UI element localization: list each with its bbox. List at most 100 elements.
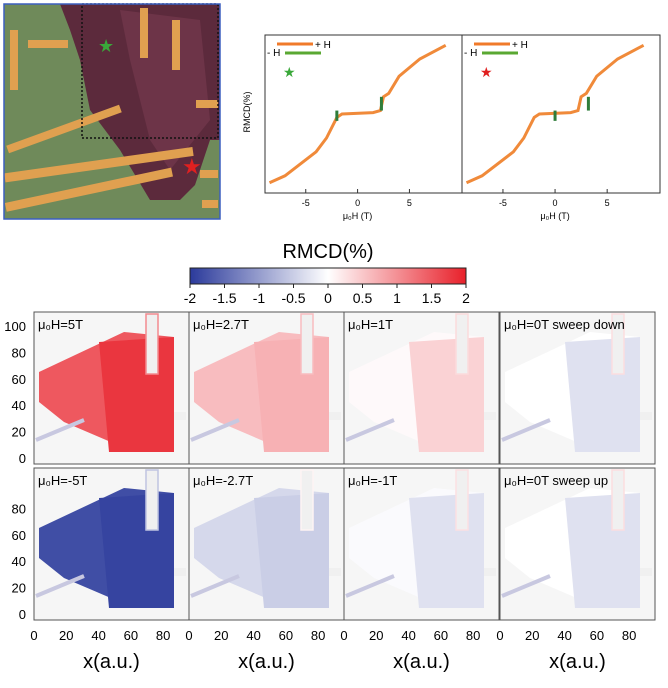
heatmap-frame [343,311,500,465]
heatmap-ytick-label: 60 [12,528,26,543]
hysteresis-curve [268,43,447,185]
heatmap-electrode [300,313,314,375]
colorbar: RMCD(%) -2 -1.5 -1 -0.5 0 0.5 1 1.5 2 [184,241,470,306]
heatmap-xtick-label: 20 [59,628,73,643]
hyst-xtick-label: 0 [553,198,558,208]
heatmap-xtick-label: 60 [279,628,293,643]
hyst-xtick-label: -5 [499,198,507,208]
heatmap-electrode [190,418,240,442]
heatmap-flake-region [99,493,174,608]
heatmap-panel-label: μ₀H=-2.7T [193,473,253,488]
colorbar-tick-label: -0.5 [281,290,305,306]
colorbar-tick-label: -2 [184,290,197,306]
heatmap-flake-region [254,337,329,452]
colorbar-tick-label: 0 [324,290,332,306]
heatmap-xtick-label: 20 [369,628,383,643]
star-icon: ★ [283,64,296,80]
heatmap-electrode [329,412,341,420]
heatmap-frame [499,467,656,621]
heatmap-panel: μ₀H=-5T [33,467,190,621]
sweep-label-minus: - H [464,48,477,59]
heatmap-electrode [611,469,625,531]
heatmap-xtick-label: 80 [311,628,325,643]
heatmap-flake-region [565,493,640,608]
heatmap-panel: μ₀H=1T [343,311,500,465]
heatmap-xtick-label: 80 [466,628,480,643]
heatmap-ytick-label: 100 [4,319,26,334]
heatmap-xlabel: x(a.u.) [83,651,140,673]
colorbar-title: RMCD(%) [282,241,373,263]
heatmap-electrode [501,574,551,598]
heatmap-xlabel: x(a.u.) [238,651,295,673]
heatmap-panel: μ₀H=2.7T [188,311,345,465]
heatmap-xtick-label: 0 [30,628,37,643]
heatmap-xtick-label: 80 [156,628,170,643]
heatmap-flake-region [254,493,329,608]
heatmap-panel: μ₀H=-1T [343,467,500,621]
green-star-icon: ★ [98,36,114,56]
heatmap-electrode [145,469,159,531]
heatmap-electrode [345,574,395,598]
heatmap-frame [343,467,500,621]
heatmap-electrode [300,469,314,531]
red-star-icon: ★ [182,154,202,179]
hyst-xlabel: μ₀H (T) [540,211,569,221]
heatmap-ytick-label: 0 [19,451,26,466]
colorbar-tick-label: 1.5 [422,290,442,306]
colorbar-tick-label: 0.5 [353,290,373,306]
sweep-label-plus: + H [315,40,331,51]
heatmap-xtick-label: 0 [185,628,192,643]
heatmap-panel: μ₀H=0T sweep up [499,467,656,621]
heatmap-xtick-label: 40 [401,628,415,643]
heatmap-electrode [640,412,652,420]
heatmap-electrode [455,313,469,375]
sweep-label-minus: - H [267,48,280,59]
heatmap-xtick-label: 60 [434,628,448,643]
heatmap-electrode [35,418,85,442]
heatmap-ytick-label: 80 [12,501,26,516]
heatmap-panel-label: μ₀H=0T sweep down [504,317,625,332]
heatmap-xtick-label: 20 [214,628,228,643]
heatmap-xlabel: x(a.u.) [393,651,450,673]
heatmap-xtick-label: 80 [622,628,636,643]
heatmap-xtick-label: 60 [590,628,604,643]
hyst-xtick-label: 5 [407,198,412,208]
hyst-xtick-label: -5 [302,198,310,208]
heatmap-grid: μ₀H=5T μ₀H=2.7T μ₀H=1T μ₀H=0T sweep down μ₀H… [4,311,656,673]
heatmap-panel: μ₀H=5T [33,311,190,465]
heatmap-xtick-label: 60 [124,628,138,643]
hyst-xtick-label: 0 [355,198,360,208]
heatmap-panel-label: μ₀H=2.7T [193,317,249,332]
colorbar-tick-label: -1 [253,290,266,306]
heatmap-xtick-label: 20 [525,628,539,643]
heatmap-ytick-label: 0 [19,607,26,622]
star-icon: ★ [480,64,493,80]
heatmap-xtick-label: 0 [496,628,503,643]
heatmap-electrode [145,313,159,375]
heatmap-xtick-label: 40 [91,628,105,643]
colorbar-tick-label: 1 [393,290,401,306]
hyst-ylabel: RMCD(%) [242,92,252,133]
heatmap-electrode [611,313,625,375]
heatmap-flake-region [409,493,484,608]
heatmap-electrode [174,412,186,420]
heatmap-xtick-label: 40 [557,628,571,643]
heatmap-ytick-label: 40 [12,398,26,413]
hyst-xtick-label: 5 [605,198,610,208]
heatmap-electrode [501,418,551,442]
hyst-xlabel: μ₀H (T) [343,211,372,221]
heatmap-panel-label: μ₀H=0T sweep up [504,473,608,488]
heatmap-ytick-label: 20 [12,581,26,596]
heatmap-electrode [190,574,240,598]
heatmap-panel-label: μ₀H=-5T [38,473,87,488]
heatmap-panel: μ₀H=0T sweep down [499,311,656,465]
heatmap-xtick-label: 0 [340,628,347,643]
heatmap-ytick-label: 60 [12,372,26,387]
heatmap-electrode [35,574,85,598]
heatmap-electrode [174,568,186,576]
heatmap-ytick-label: 20 [12,425,26,440]
heatmap-electrode [455,469,469,531]
sweep-label-plus: + H [512,40,528,51]
heatmap-electrode [484,412,496,420]
